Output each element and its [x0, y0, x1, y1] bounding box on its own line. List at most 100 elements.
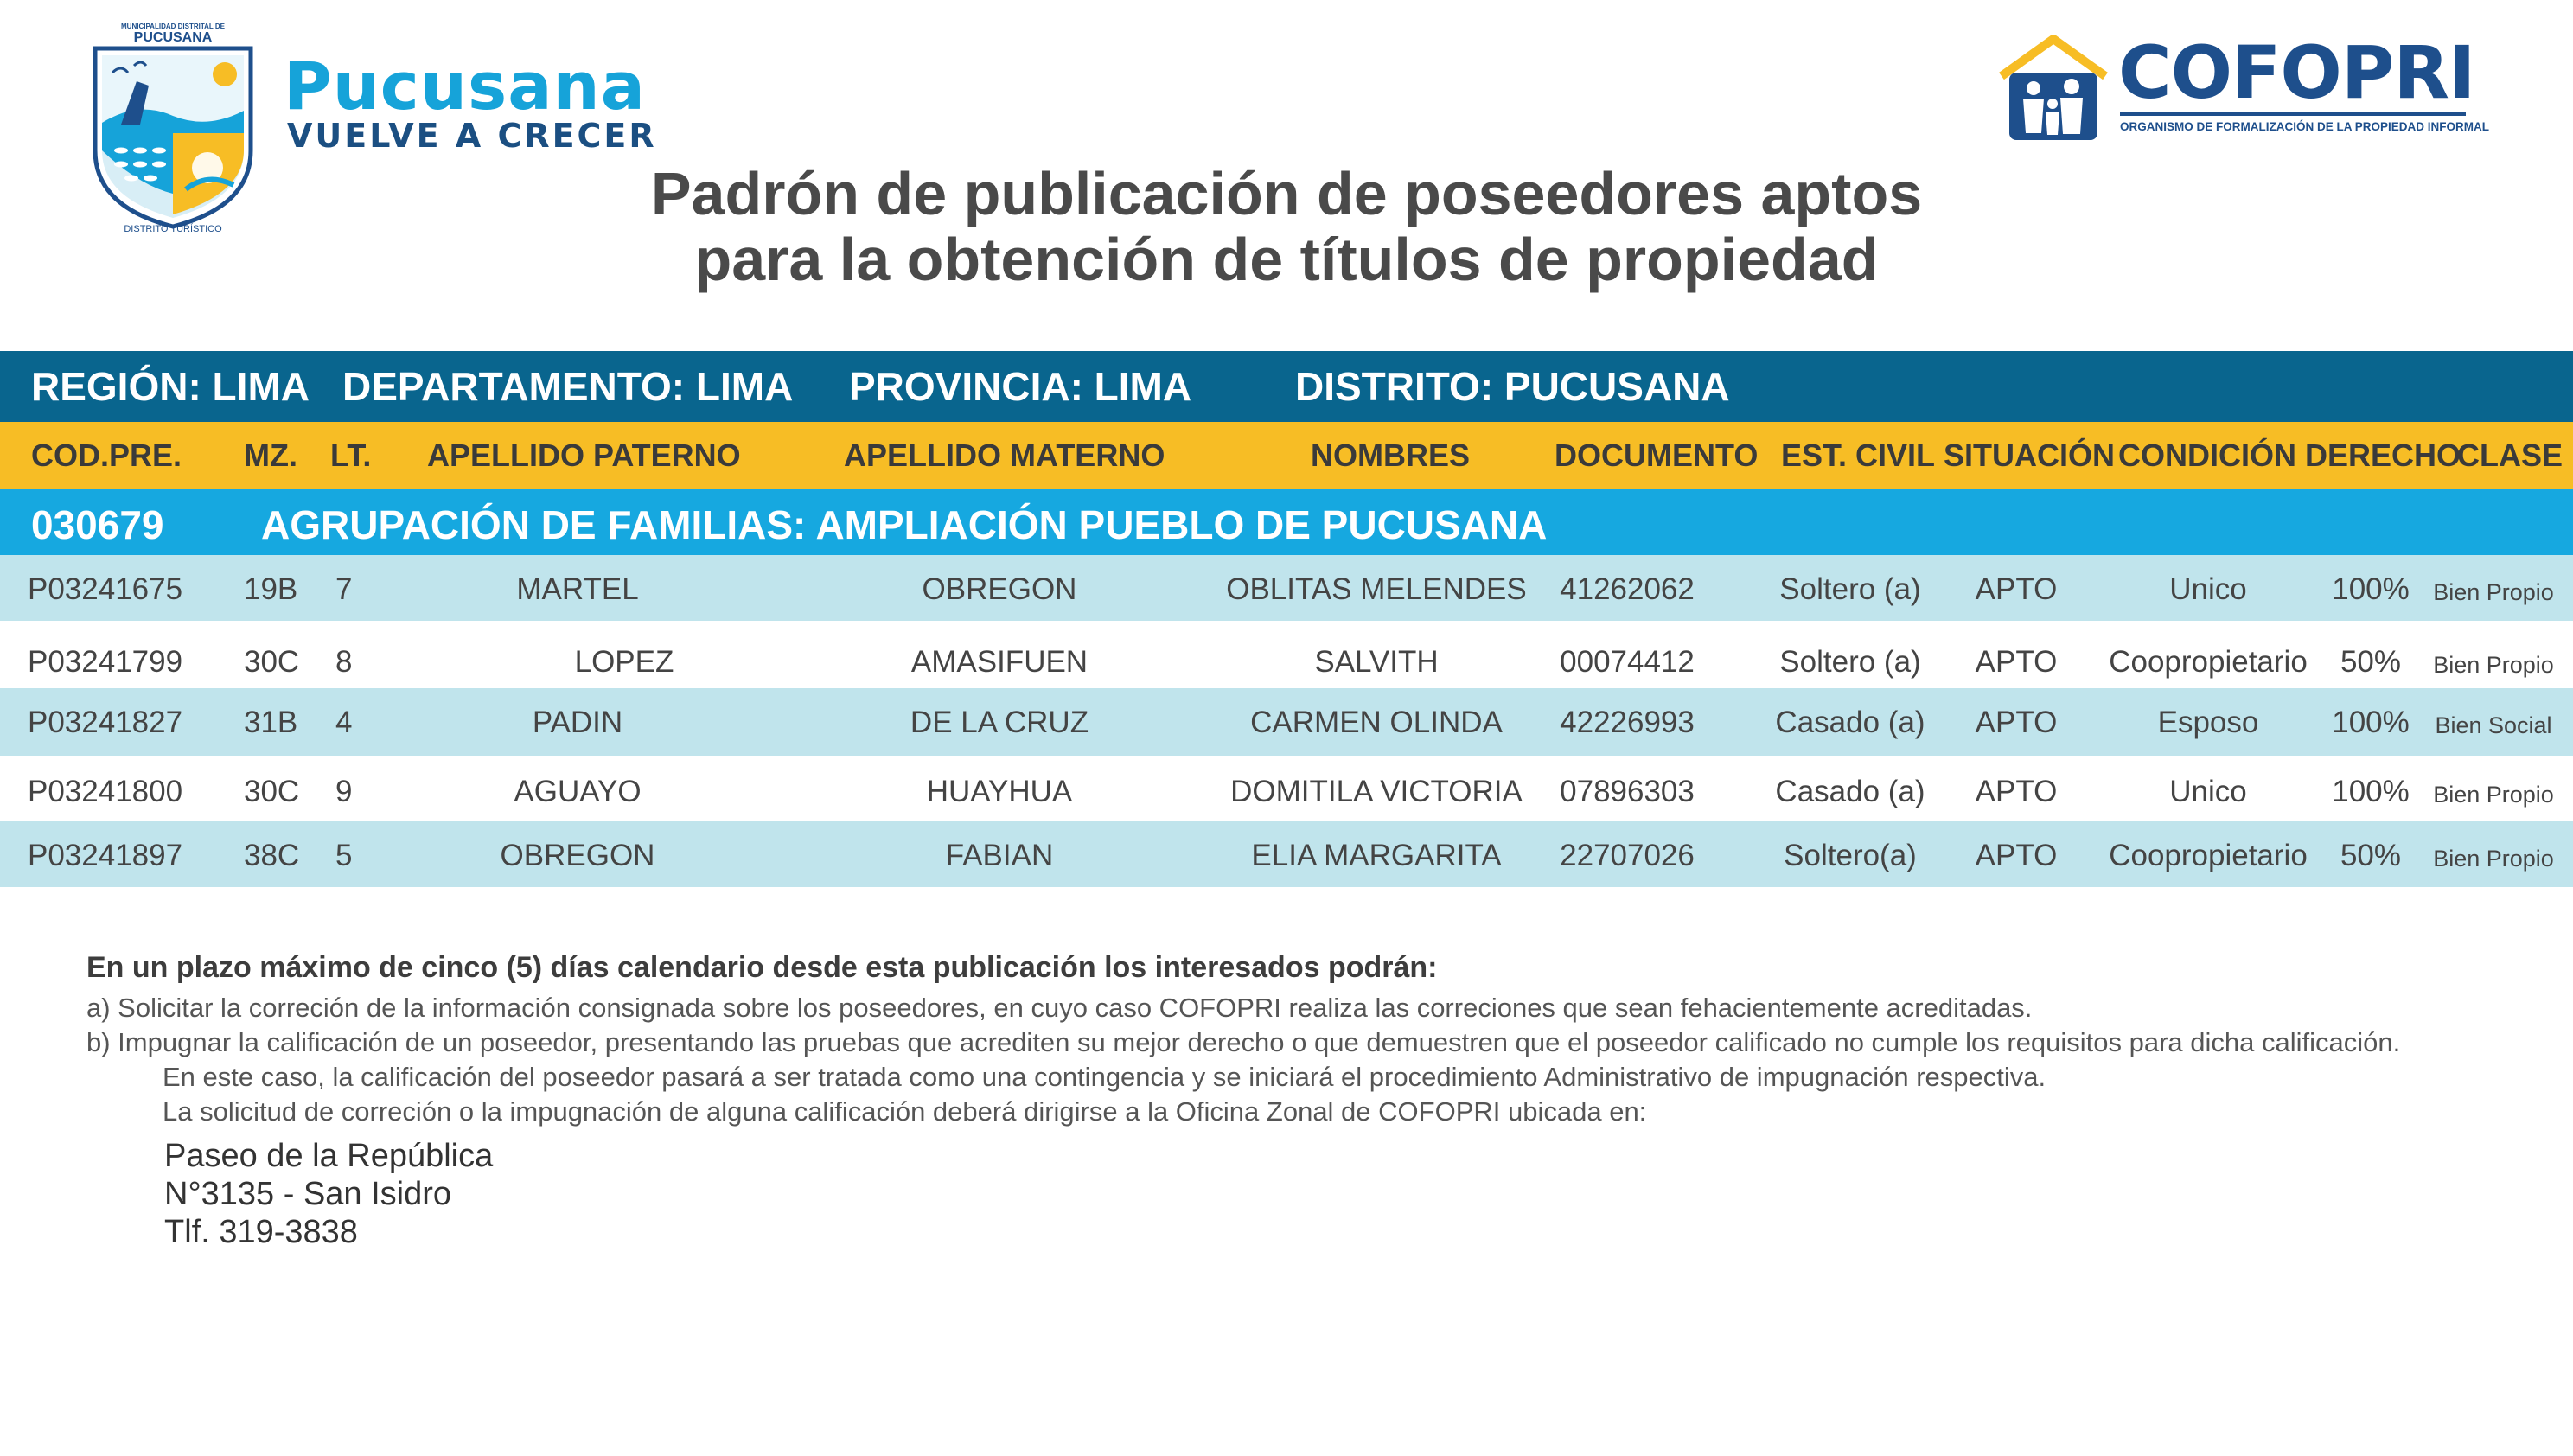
header-cod-pre: COD.PRE.: [31, 437, 182, 473]
header-situacion: SITUACIÓN: [1944, 437, 2115, 473]
header-est-civil: EST. CIVIL: [1781, 437, 1936, 473]
cell-cod: P03241897: [28, 839, 183, 872]
emblem-name: PUCUSANA: [134, 30, 213, 45]
agency-subtitle: ORGANISMO DE FORMALIZACIÓN DE LA PROPIED…: [2120, 120, 2489, 133]
table-row: P03241827 31B 4 PADIN DE LA CRUZ CARMEN …: [0, 688, 2573, 756]
cell-derecho: 100%: [2332, 572, 2410, 606]
cell-nombres: CARMEN OLINDA: [1250, 706, 1503, 739]
table-header: COD.PRE. MZ. LT. APELLIDO PATERNO APELLI…: [0, 422, 2573, 489]
agency-divider: [2120, 112, 2466, 116]
cell-condicion: Unico: [2169, 775, 2247, 808]
cell-nombres: OBLITAS MELENDES: [1226, 572, 1527, 606]
cell-lt: 8: [335, 645, 353, 679]
title-line-2: para la obtención de títulos de propieda…: [694, 226, 1879, 293]
emblem-top-text: MUNICIPALIDAD DISTRITAL DE: [121, 22, 226, 30]
notice-item-b-continued: En este caso, la calificación del poseed…: [163, 1062, 2046, 1092]
cell-apellido-materno: DE LA CRUZ: [910, 706, 1089, 739]
cell-apellido-materno: FABIAN: [945, 839, 1054, 872]
cell-est-civil: Soltero (a): [1779, 645, 1921, 679]
header-condicion-derecho: CONDICIÓN DERECHO: [2118, 437, 2461, 473]
cell-situacion: APTO: [1975, 572, 2058, 606]
notice-item-b: b) Impugnar la calificación de un poseed…: [86, 1027, 2401, 1057]
pucusana-emblem: MUNICIPALIDAD DISTRITAL DE PUCUSANA DIST…: [93, 22, 253, 233]
cell-mz: 19B: [244, 572, 298, 606]
agency-name: COFOPRI: [2118, 30, 2475, 115]
cell-situacion: APTO: [1975, 706, 2058, 739]
cell-mz: 30C: [244, 775, 300, 808]
cell-cod: P03241675: [28, 572, 183, 606]
header-apellido-paterno: APELLIDO PATERNO: [427, 437, 741, 473]
cell-apellido-materno: HUAYHUA: [926, 775, 1073, 808]
cell-cod: P03241827: [28, 706, 183, 739]
cell-est-civil: Soltero (a): [1779, 572, 1921, 606]
cell-documento: 00074412: [1560, 645, 1695, 679]
notice-heading: En un plazo máximo de cinco (5) días cal…: [86, 951, 1438, 984]
page-title: Padrón de publicación de poseedores apto…: [0, 161, 2573, 292]
cell-situacion: APTO: [1975, 645, 2058, 679]
cell-documento: 42226993: [1560, 706, 1695, 739]
notice-item-a: a) Solicitar la correción de la informac…: [86, 993, 2033, 1023]
cell-clase: Bien Propio: [2433, 782, 2554, 808]
title-line-1: Padrón de publicación de poseedores apto…: [650, 160, 1923, 227]
table-row: P03241675 19B 7 MARTEL OBREGON OBLITAS M…: [0, 555, 2573, 621]
municipality-name: Pucusana: [284, 48, 646, 125]
office-address-line-1: Paseo de la República: [164, 1138, 494, 1174]
distrito-label: DISTRITO: PUCUSANA: [1295, 364, 1730, 409]
cell-apellido-materno: OBREGON: [922, 572, 1077, 606]
group-code: 030679: [31, 502, 164, 547]
cell-mz: 31B: [244, 706, 298, 739]
cell-clase: Bien Propio: [2433, 846, 2554, 872]
header-apellido-materno: APELLIDO MATERNO: [844, 437, 1165, 473]
cell-condicion: Esposo: [2157, 706, 2259, 739]
cell-documento: 41262062: [1560, 572, 1695, 606]
cell-nombres: DOMITILA VICTORIA: [1230, 775, 1523, 808]
cell-apellido-paterno: MARTEL: [516, 572, 639, 606]
cell-nombres: ELIA MARGARITA: [1251, 839, 1502, 872]
cell-apellido-paterno: AGUAYO: [514, 775, 642, 808]
cell-apellido-paterno: LOPEZ: [574, 645, 674, 679]
cell-derecho: 100%: [2332, 775, 2410, 808]
cell-apellido-materno: AMASIFUEN: [910, 645, 1089, 679]
departamento-label: DEPARTAMENTO: LIMA: [342, 364, 794, 409]
cell-est-civil: Casado (a): [1775, 706, 1925, 739]
cell-lt: 4: [335, 706, 353, 739]
cell-apellido-paterno: OBREGON: [500, 839, 655, 872]
group-bar: 030679 AGRUPACIÓN DE FAMILIAS: AMPLIACIÓ…: [0, 489, 2573, 555]
cell-lt: 5: [335, 839, 353, 872]
cell-documento: 07896303: [1560, 775, 1695, 808]
cell-cod: P03241800: [28, 775, 183, 808]
cell-cod: P03241799: [28, 645, 183, 679]
office-phone: Tlf. 319-3838: [164, 1214, 358, 1250]
cell-lt: 9: [335, 775, 353, 808]
table-row: P03241800 30C 9 AGUAYO HUAYHUA DOMITILA …: [0, 756, 2573, 821]
emblem-bottom-text: DISTRITO TURÍSTICO: [124, 223, 222, 233]
header-documento: DOCUMENTO: [1555, 437, 1759, 473]
notice-office-line: La solicitud de correción o la impugnaci…: [163, 1096, 1647, 1127]
cell-clase: Bien Social: [2435, 712, 2552, 738]
cell-clase: Bien Propio: [2433, 652, 2554, 678]
cell-mz: 30C: [244, 645, 300, 679]
table-row: P03241897 38C 5 OBREGON FABIAN ELIA MARG…: [0, 821, 2573, 887]
cell-clase: Bien Propio: [2433, 579, 2554, 605]
cell-est-civil: Soltero(a): [1784, 839, 1917, 872]
table-row: P03241799 30C 8 LOPEZ AMASIFUEN SALVITH …: [0, 621, 2573, 688]
cell-condicion: Unico: [2169, 572, 2247, 606]
header-lt: LT.: [330, 437, 372, 473]
municipality-slogan: VUELVE A CRECER: [287, 117, 657, 155]
cell-est-civil: Casado (a): [1775, 775, 1925, 808]
group-name: AGRUPACIÓN DE FAMILIAS: AMPLIACIÓN PUEBL…: [261, 502, 1548, 547]
office-address-line-2: N°3135 - San Isidro: [164, 1176, 452, 1212]
cell-situacion: APTO: [1975, 775, 2058, 808]
cell-mz: 38C: [244, 839, 300, 872]
cell-documento: 22707026: [1560, 839, 1695, 872]
cell-nombres: SALVITH: [1314, 645, 1439, 679]
header-mz: MZ.: [244, 437, 297, 473]
location-bar: REGIÓN: LIMA DEPARTAMENTO: LIMA PROVINCI…: [0, 351, 2573, 422]
cell-condicion: Coopropietario: [2109, 839, 2308, 872]
cell-situacion: APTO: [1975, 839, 2058, 872]
cell-derecho: 50%: [2340, 839, 2402, 872]
provincia-label: PROVINCIA: LIMA: [849, 364, 1192, 409]
cell-derecho: 50%: [2340, 645, 2402, 679]
region-label: REGIÓN: LIMA: [31, 364, 310, 409]
cell-apellido-paterno: PADIN: [532, 706, 623, 739]
